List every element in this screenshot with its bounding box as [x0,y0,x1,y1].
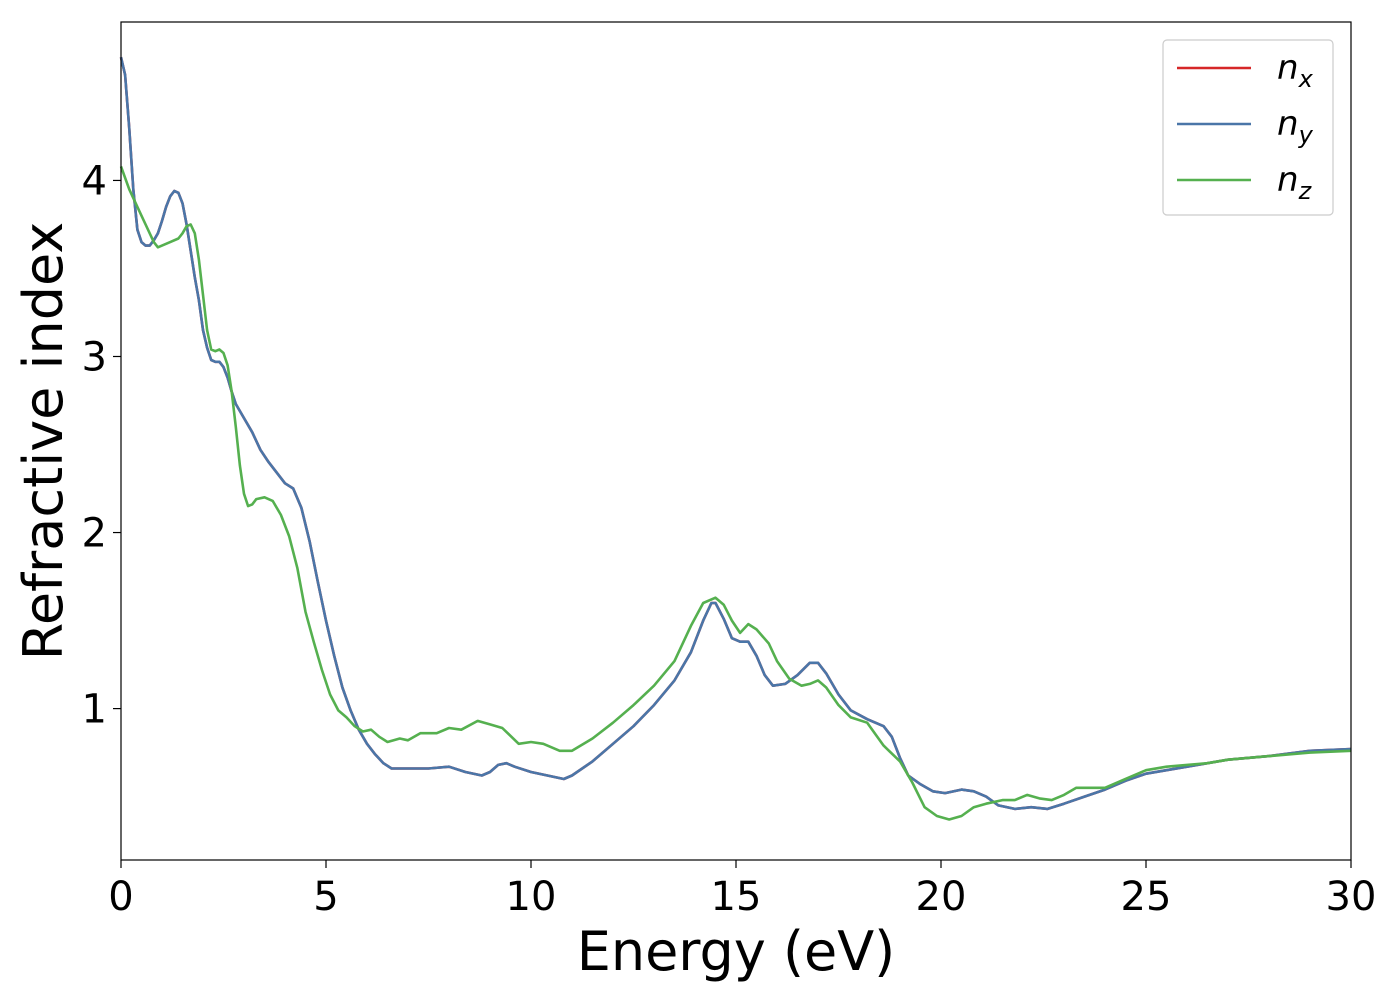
x-tick-label: 20 [916,874,967,920]
y-tick-label: 3 [82,334,107,380]
y-axis-ticks: 1 2 3 4 [82,158,121,733]
x-tick-label: 0 [108,874,133,920]
x-tick-label: 25 [1121,874,1172,920]
x-tick-label: 30 [1326,874,1377,920]
legend: nx ny nz [1162,39,1334,216]
x-tick-label: 5 [313,874,338,920]
x-tick-label: 15 [711,874,762,920]
legend-box [1162,39,1334,216]
y-axis-label: Refractive index [12,222,75,661]
y-tick-label: 4 [82,158,107,204]
plot-series [119,56,1352,821]
series-line-y [119,56,1352,811]
legend-label-z: nz [1277,160,1313,205]
legend-label-y: ny [1277,104,1314,149]
x-tick-label: 10 [506,874,557,920]
x-axis-label: Energy (eV) [577,920,896,983]
legend-label-x: nx [1277,48,1314,93]
x-axis-ticks: 0 5 10 15 20 25 30 [108,860,1376,920]
y-tick-label: 2 [82,511,107,557]
plot-frame [120,21,1352,861]
series-line-z [119,165,1352,821]
y-tick-label: 1 [82,687,107,733]
